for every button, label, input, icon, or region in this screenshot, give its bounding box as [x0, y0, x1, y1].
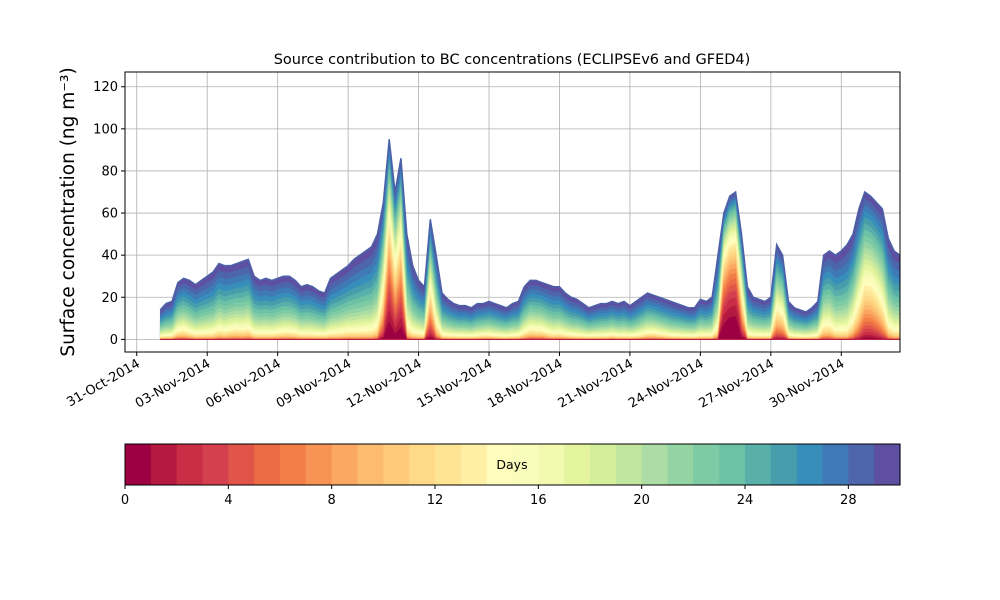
colorbar-segment [331, 444, 359, 485]
colorbar-segment [486, 444, 514, 485]
colorbar-segment [435, 444, 462, 485]
colorbar-segment [357, 444, 384, 485]
colorbar-segment [280, 444, 307, 485]
x-tick-label: 21-Nov-2014 [556, 356, 636, 411]
area-level-25 [160, 158, 900, 340]
area-level-7 [160, 261, 900, 340]
y-axis-label: Surface concentration (ng m⁻³) [58, 67, 79, 356]
total-line [159, 139, 900, 313]
colorbar-segment [745, 444, 772, 485]
x-tick-label: 06-Nov-2014 [203, 356, 283, 411]
colorbar-tick-label: 24 [737, 493, 754, 508]
y-axis-ticks: 0 20 40 60 80 100 120 [93, 80, 125, 348]
x-tick-label: 30-Nov-2014 [767, 356, 847, 411]
colorbar-label: Days [496, 457, 527, 472]
colorbar-segment [874, 444, 901, 485]
colorbar-segment [305, 444, 333, 485]
colorbar-tick-label: 20 [633, 493, 650, 508]
y-tick-label: 80 [101, 164, 118, 179]
colorbar-segment [848, 444, 875, 485]
colorbar-segment [590, 444, 617, 485]
colorbar-frame [124, 443, 901, 486]
area-level-13 [160, 222, 900, 340]
y-tick-label: 120 [93, 80, 118, 95]
y-tick-label: 60 [101, 207, 118, 222]
colorbar-segment [228, 444, 255, 485]
colorbar-tick-label: 12 [427, 493, 444, 508]
area-level-9 [160, 247, 900, 340]
colorbar-tick-label: 8 [328, 493, 336, 508]
x-tick-label: 09-Nov-2014 [274, 356, 354, 411]
area-level-11 [160, 234, 900, 340]
colorbar-segment [796, 444, 824, 485]
x-tick-label: 31-Oct-2014 [64, 356, 142, 410]
colorbar-segment [564, 444, 591, 485]
colorbar-segment [254, 444, 281, 485]
colorbar-segment [538, 444, 565, 485]
colorbar-segment [202, 444, 229, 485]
colorbar-segment [693, 444, 720, 485]
y-tick-label: 0 [110, 333, 118, 348]
x-tick-label: 03-Nov-2014 [133, 356, 213, 411]
colorbar-segment [512, 444, 539, 485]
colorbar-segment [125, 444, 152, 485]
colorbar-segment [822, 444, 849, 485]
colorbar-tick-label: 16 [530, 493, 547, 508]
colorbar-tick-label: 4 [224, 493, 232, 508]
stacked-area-series [159, 139, 900, 340]
colorbar-segment [615, 444, 643, 485]
colorbar-segment [409, 444, 436, 485]
colorbar-segment [383, 444, 410, 485]
x-tick-label: 24-Nov-2014 [626, 356, 706, 411]
colorbar-tick-label: 0 [121, 493, 129, 508]
y-tick-label: 100 [93, 122, 118, 137]
area-level-0 [160, 316, 900, 340]
colorbar [125, 444, 901, 485]
colorbar-tick-label: 28 [840, 493, 857, 508]
colorbar-ticks: 0 4 8 12 16 20 24 28 [121, 485, 857, 508]
area-level-8 [160, 254, 900, 340]
x-tick-label: 18-Nov-2014 [485, 356, 565, 411]
area-level-12 [160, 228, 900, 340]
x-axis-ticks: 31-Oct-201403-Nov-201406-Nov-201409-Nov-… [64, 352, 847, 411]
colorbar-segment [176, 444, 204, 485]
x-tick-label: 15-Nov-2014 [415, 356, 495, 411]
area-level-10 [160, 241, 900, 340]
plot-frame [124, 71, 901, 353]
colorbar-segment [719, 444, 746, 485]
colorbar-segment [460, 444, 488, 485]
colorbar-segment [667, 444, 694, 485]
colorbar-segment [770, 444, 798, 485]
chart-title: Source contribution to BC concentrations… [274, 52, 751, 68]
x-tick-label: 12-Nov-2014 [344, 356, 424, 411]
colorbar-segment [641, 444, 669, 485]
y-tick-label: 40 [101, 249, 118, 264]
colorbar-segment [150, 444, 178, 485]
x-tick-label: 27-Nov-2014 [697, 356, 777, 411]
y-tick-label: 20 [101, 291, 118, 306]
